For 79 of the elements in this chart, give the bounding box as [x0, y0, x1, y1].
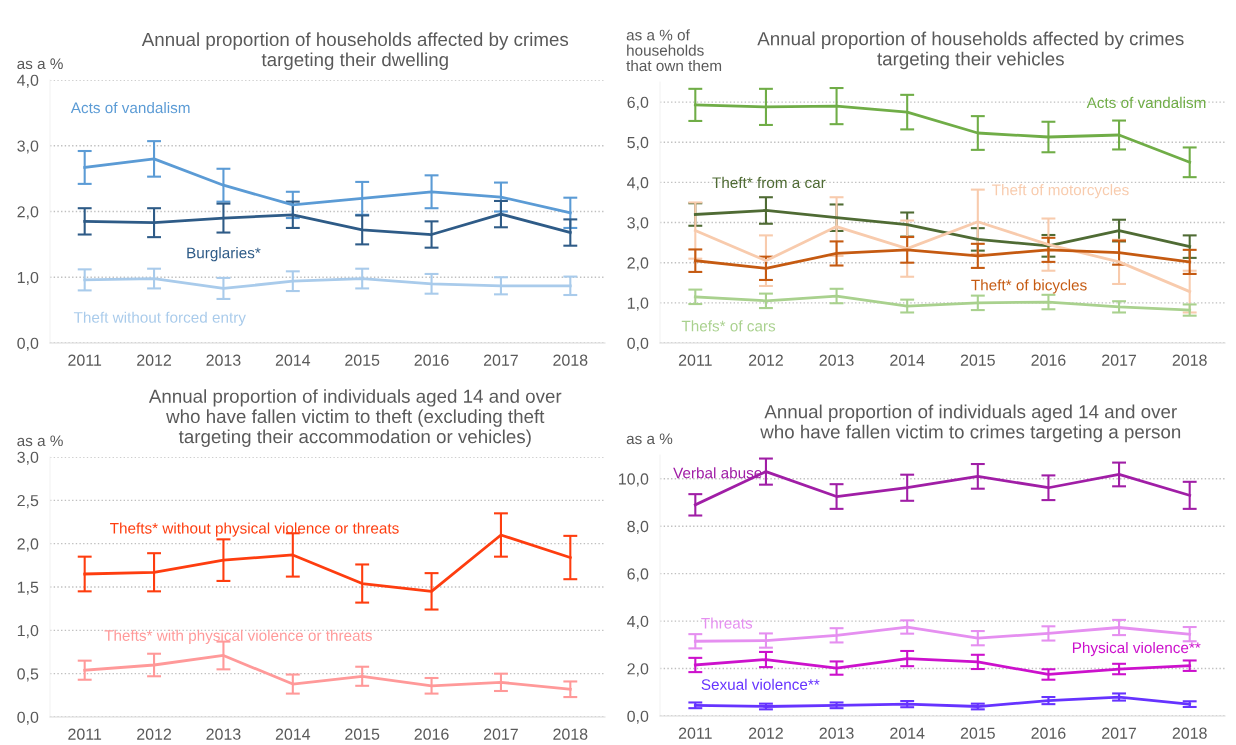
x-tick-label: 2014	[890, 727, 925, 739]
y-tick-label: 10,0	[619, 473, 649, 487]
y-tick-label: 4,0	[627, 615, 649, 629]
series-label: Theft without forced entry	[73, 311, 246, 326]
chart-title: Annual proportion of individuals aged 14 and over who have fallen victim to crimes targeting a person	[760, 404, 1181, 443]
y-axis-title: as a %	[626, 433, 673, 445]
x-tick-label: 2018	[1172, 354, 1207, 366]
y-tick-label: 3,0	[17, 140, 39, 154]
x-tick-label: 2012	[137, 728, 172, 740]
x-tick-label: 2013	[206, 354, 241, 366]
y-tick-label: 6,0	[627, 96, 649, 110]
y-tick-label: 1,0	[17, 271, 39, 286]
y-tick-label: 0,0	[627, 710, 649, 724]
x-tick-label: 2013	[819, 727, 854, 739]
y-tick-label: 2,5	[17, 494, 39, 509]
series-label: Theft* from a car	[712, 176, 826, 189]
x-tick-label: 2013	[206, 728, 241, 740]
series-label: Thefts* with physical violence or threats	[104, 629, 372, 644]
series-label: Theft* of bicycles	[971, 279, 1087, 294]
x-tick-label: 2016	[414, 354, 449, 366]
y-tick-label: 1,5	[17, 581, 39, 595]
y-tick-label: 6,0	[627, 568, 649, 582]
x-tick-label: 2017	[483, 354, 518, 366]
series-label: Burglaries*	[187, 247, 261, 262]
x-tick-label: 2016	[1031, 727, 1066, 739]
x-tick-label: 2017	[1102, 727, 1137, 739]
x-tick-label: 2018	[553, 354, 588, 366]
x-tick-label: 2011	[68, 354, 102, 366]
y-tick-label: 2,0	[627, 257, 649, 271]
chart-title: Annual proportion of individuals aged 14 and over who have fallen victim to theft (excluding theft targeting their accommodation or vehicles)	[148, 389, 562, 447]
series-label: Thefs* of cars	[681, 320, 776, 332]
x-tick-label: 2014	[275, 354, 311, 366]
x-tick-label: 2012	[748, 727, 783, 739]
series-label: Theft of motorcycles	[992, 184, 1129, 199]
y-tick-label: 8,0	[627, 520, 649, 535]
chart-title: Annual proportion of households affected by crimes targeting their vehicles	[757, 31, 1184, 70]
y-axis-title: as a %	[17, 58, 63, 70]
x-tick-label: 2015	[345, 728, 380, 740]
y-tick-label: 2,0	[17, 538, 39, 552]
y-tick-label: 0,5	[17, 668, 39, 682]
y-tick-label: 0,0	[627, 337, 649, 351]
y-tick-label: 2,0	[17, 206, 39, 220]
y-tick-label: 2,0	[627, 663, 649, 677]
x-tick-label: 2017	[483, 728, 518, 740]
y-tick-label: 3,0	[17, 451, 39, 465]
y-axis-title: as a %	[17, 435, 63, 447]
x-tick-label: 2014	[890, 354, 925, 366]
chart-title: Annual proportion of households affected by crimes targeting their dwelling	[141, 32, 569, 70]
y-tick-label: 3,0	[627, 217, 649, 231]
x-tick-label: 2017	[1102, 354, 1137, 366]
y-tick-label: 1,0	[17, 624, 39, 639]
y-tick-label: 4,0	[17, 74, 39, 88]
x-tick-label: 2016	[1031, 354, 1066, 366]
series-label: Sexual violence**	[701, 678, 820, 690]
x-tick-label: 2012	[137, 354, 172, 366]
line-series	[693, 294, 1192, 312]
x-tick-label: 2013	[819, 354, 854, 366]
x-tick-label: 2011	[678, 354, 712, 366]
series-label: Thefts* without physical violence or threats	[110, 522, 399, 537]
x-tick-label: 2014	[275, 728, 311, 740]
x-tick-label: 2015	[345, 354, 380, 366]
series-label: Acts of vandalism	[1086, 96, 1206, 109]
y-tick-label: 0,0	[17, 711, 39, 725]
y-tick-label: 5,0	[627, 136, 649, 151]
x-tick-label: 2018	[1172, 727, 1207, 739]
x-tick-label: 2016	[414, 728, 449, 740]
x-tick-label: 2011	[68, 728, 102, 740]
x-tick-label: 2015	[960, 354, 995, 366]
y-tick-label: 1,0	[627, 297, 649, 311]
text: Acts of vandalism	[70, 101, 190, 114]
series-label: Physical violence**	[1072, 641, 1201, 657]
series-label: Threats	[701, 617, 753, 629]
y-tick-label: 4,0	[627, 177, 649, 191]
x-tick-label: 2011	[678, 727, 712, 739]
y-axis-title: as a % of households that own them	[626, 29, 722, 72]
x-tick-label: 2018	[553, 728, 588, 740]
x-tick-label: 2012	[748, 354, 783, 366]
y-tick-label: 0,0	[17, 337, 39, 351]
x-tick-label: 2015	[960, 727, 995, 739]
